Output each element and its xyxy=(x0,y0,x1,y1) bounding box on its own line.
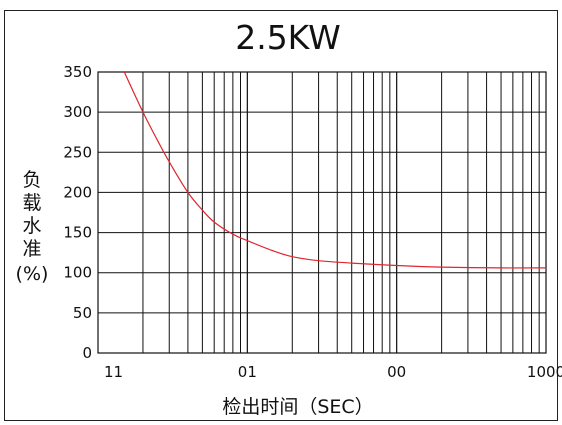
plot-border xyxy=(97,71,547,354)
x-axis-label: 检出时间（SEC） xyxy=(222,396,373,418)
chart-frame xyxy=(4,10,558,421)
y-tick-labels: 0 50 100 150 200 250 300 350 xyxy=(63,63,92,362)
y-tick-label: 200 xyxy=(63,183,92,201)
y-label-char-1: 负 xyxy=(22,169,41,191)
x-tick-labels: 11 01 00 1000 xyxy=(104,363,562,381)
x-tick-label: 01 xyxy=(238,363,257,381)
y-tick-label: 250 xyxy=(63,143,92,161)
chart-title: 2.5KW xyxy=(235,18,341,57)
grid-lines xyxy=(97,71,547,354)
series-line xyxy=(123,71,547,269)
x-tick-label: 1000 xyxy=(527,363,562,381)
y-tick-label: 100 xyxy=(63,264,92,282)
y-tick-label: 300 xyxy=(63,103,92,121)
x-tick-label: 00 xyxy=(387,363,406,381)
y-label-char-2: 载 xyxy=(22,192,41,214)
y-axis-label: 负 载 水 准 (%) xyxy=(16,169,49,285)
y-label-char-4: 准 xyxy=(22,238,41,260)
y-tick-label: 50 xyxy=(73,304,92,322)
y-tick-label: 0 xyxy=(82,344,92,362)
y-tick-label: 150 xyxy=(63,224,92,242)
y-label-char-5: (%) xyxy=(16,263,49,285)
x-tick-label: 11 xyxy=(104,363,123,381)
y-tick-label: 350 xyxy=(63,63,92,81)
y-label-char-3: 水 xyxy=(22,215,41,237)
